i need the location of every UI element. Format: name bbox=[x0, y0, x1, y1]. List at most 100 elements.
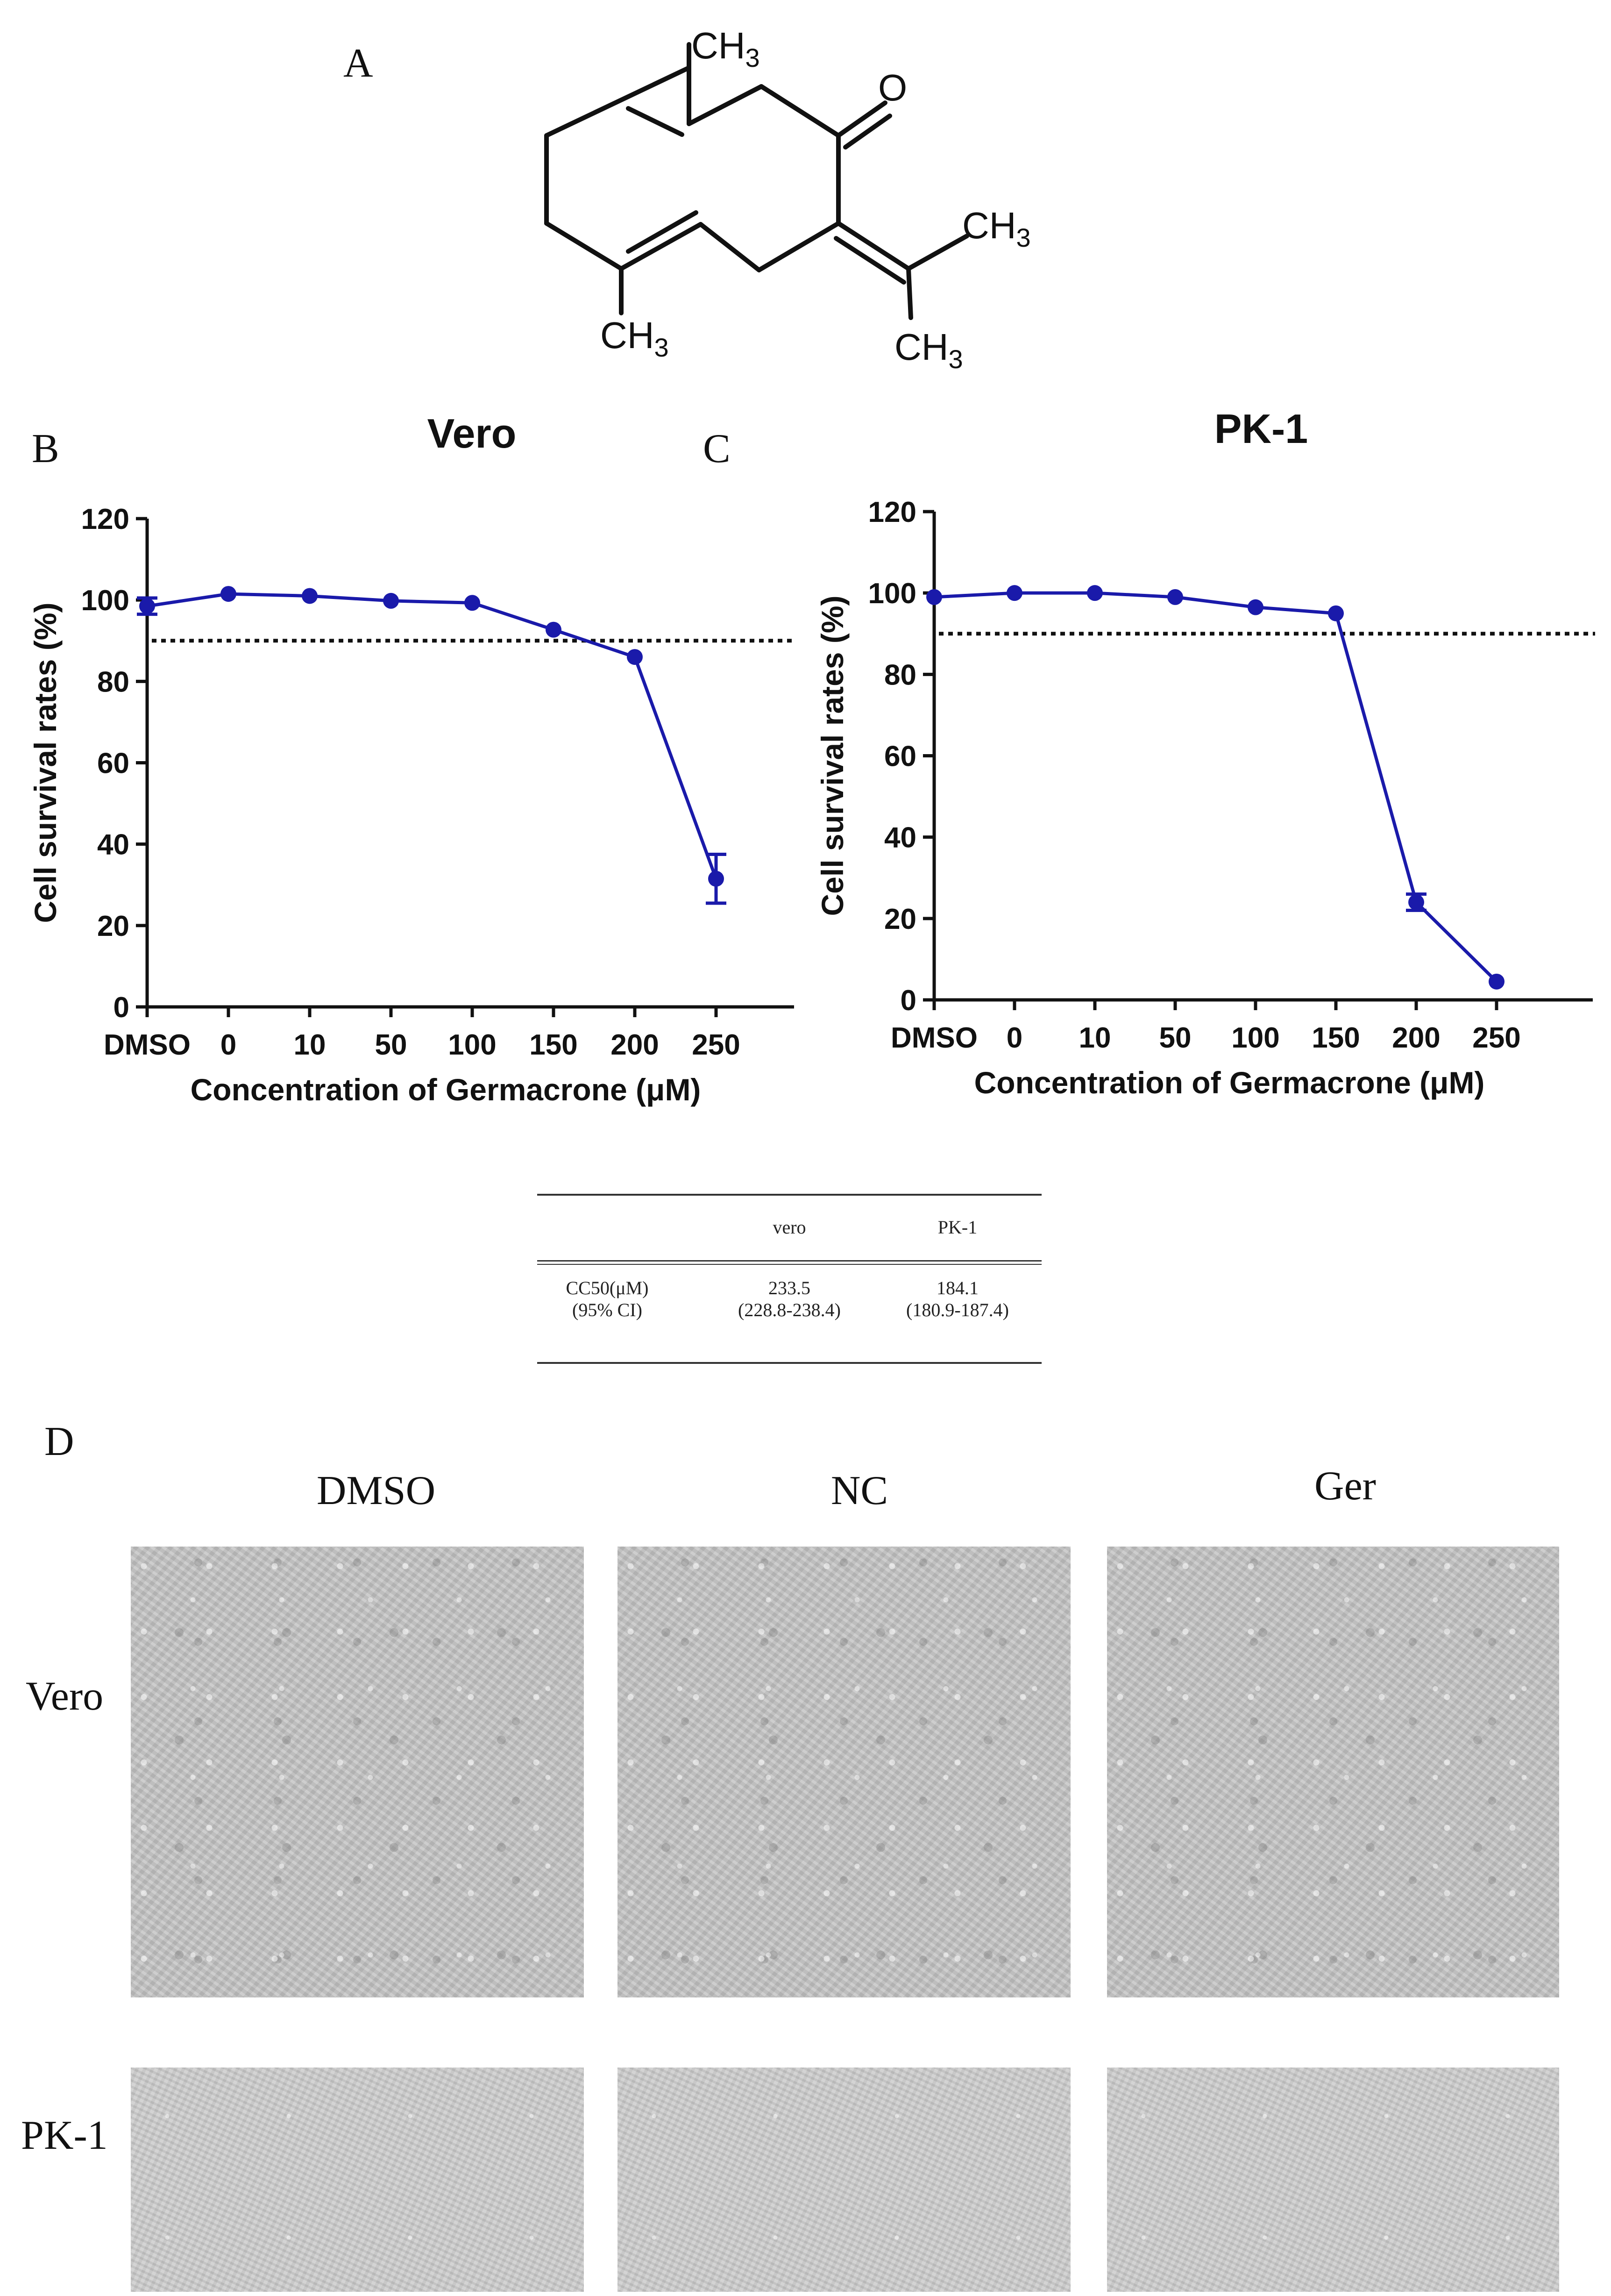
micrograph-pk1-dmso bbox=[131, 2068, 584, 2292]
vero-y-tick-label: 0 bbox=[114, 991, 129, 1024]
micrograph-pk1-nc bbox=[617, 2068, 1071, 2292]
panel-label-a: A bbox=[343, 41, 373, 86]
table-row-label-line1: CC50(μM) bbox=[566, 1277, 649, 1298]
vero-x-tick-label: 150 bbox=[529, 1029, 577, 1061]
pk1-x-tick-label: DMSO bbox=[891, 1022, 978, 1054]
pk1-y-tick-label: 60 bbox=[884, 741, 916, 773]
ring-bond-4 bbox=[619, 222, 703, 271]
oxygen-label: O bbox=[878, 67, 907, 108]
table-vero-value: 233.5 bbox=[768, 1277, 810, 1298]
pk1-data-point bbox=[1408, 894, 1424, 910]
double-bond-lower bbox=[626, 210, 698, 254]
vero-y-tick-label: 120 bbox=[81, 503, 129, 535]
vero-x-tick-label: 50 bbox=[375, 1029, 407, 1061]
vero-x-tick-label: 10 bbox=[294, 1029, 326, 1061]
micrograph-vero-dmso bbox=[131, 1547, 584, 1997]
vero-series-line bbox=[147, 592, 718, 879]
vero-x-tick-label: DMSO bbox=[104, 1029, 191, 1061]
carbonyl-bond-2 bbox=[843, 114, 892, 150]
pk1-y-tick-label: 120 bbox=[868, 496, 916, 528]
double-bond-upper bbox=[626, 106, 684, 137]
pk1-data-point bbox=[1167, 589, 1183, 605]
table-header-vero: vero bbox=[773, 1217, 806, 1238]
pk1-x-tick-label: 10 bbox=[1079, 1022, 1111, 1054]
vero-data-point bbox=[708, 870, 724, 887]
table-cell-pk1: 184.1 (180.9-187.4) bbox=[883, 1277, 1032, 1321]
micrograph-vero-nc bbox=[617, 1547, 1071, 1997]
micro-col-title-ger: Ger bbox=[1314, 1463, 1376, 1509]
vero-data-point bbox=[546, 621, 561, 638]
ring-bond-9 bbox=[687, 84, 764, 126]
vero-y-tick-label: 100 bbox=[81, 585, 129, 617]
methyl-label-right-upper: CH3 bbox=[962, 205, 1031, 252]
micro-row-label-vero: Vero bbox=[26, 1674, 104, 1719]
germacrone-structure: CH3 O CH3 CH3 CH3 bbox=[544, 25, 1031, 374]
pk1-data-point bbox=[926, 589, 942, 605]
isopropylidene-bond bbox=[836, 221, 911, 271]
pk1-title: PK-1 bbox=[1214, 411, 1308, 452]
pk1-data-point bbox=[1007, 585, 1022, 601]
pk1-data-point bbox=[1489, 973, 1505, 990]
pk1-y-tick-label: 40 bbox=[884, 822, 916, 854]
vero-y-tick-label: 60 bbox=[97, 748, 129, 780]
pk1-y-tick-label: 0 bbox=[901, 984, 916, 1017]
methyl-bond-lower-right bbox=[906, 266, 913, 320]
chart-vero: Vero 0 20 40 60 80 100 120 DMSO 0 10 50 100 150 200 250… bbox=[28, 411, 796, 1107]
pk1-y-tick-label: 80 bbox=[884, 659, 916, 691]
pk1-y-tick-label: 100 bbox=[868, 578, 916, 610]
vero-x-tick-label: 250 bbox=[692, 1029, 740, 1061]
panel-label-b: B bbox=[32, 426, 59, 471]
table-header-pk1: PK-1 bbox=[937, 1217, 978, 1238]
pk1-x-tick-label: 200 bbox=[1392, 1022, 1440, 1054]
methyl-label-top: CH3 bbox=[691, 25, 760, 72]
pk1-x-tick-label: 50 bbox=[1159, 1022, 1192, 1054]
vero-x-tick-label: 100 bbox=[448, 1029, 496, 1061]
isopropylidene-bond-2 bbox=[834, 236, 906, 285]
pk1-data-point bbox=[1328, 605, 1344, 621]
pk1-y-axis-label: Cell survival rates (%) bbox=[815, 596, 850, 916]
vero-x-tick-label: 200 bbox=[610, 1029, 659, 1061]
table-mid-rule-2 bbox=[537, 1264, 1042, 1265]
pk1-y-tick-label: 20 bbox=[884, 903, 916, 935]
vero-y-tick-label: 80 bbox=[97, 666, 129, 698]
micro-col-title-dmso: DMSO bbox=[316, 1468, 436, 1513]
vero-data-point bbox=[627, 649, 643, 665]
vero-y-tick-label: 20 bbox=[97, 910, 129, 942]
ring-bond-3 bbox=[544, 221, 624, 271]
vero-data-point bbox=[464, 595, 480, 611]
vero-y-tick-label: 40 bbox=[97, 829, 129, 861]
panel-label-d: D bbox=[44, 1419, 74, 1464]
table-pk1-ci: (180.9-187.4) bbox=[906, 1299, 1009, 1320]
cc50-table: vero PK-1 CC50(μM) (95% CI) 233.5 (228.8… bbox=[537, 1194, 1042, 1371]
panel-label-c: C bbox=[703, 426, 731, 471]
pk1-x-tick-label: 100 bbox=[1231, 1022, 1279, 1054]
pk1-data-point bbox=[1248, 599, 1263, 615]
chart-pk1: PK-1 0 20 40 60 80 100 120 DMSO 0 10 50 100 150 200 250… bbox=[815, 411, 1595, 1100]
table-pk1-value: 184.1 bbox=[937, 1277, 979, 1298]
carbonyl-bond bbox=[836, 100, 887, 138]
methyl-label-right-lower: CH3 bbox=[894, 326, 963, 374]
pk1-x-tick-label: 250 bbox=[1472, 1022, 1520, 1054]
ring-bond-8 bbox=[759, 84, 841, 138]
micrograph-vero-ger bbox=[1107, 1547, 1559, 1997]
table-vero-ci: (228.8-238.4) bbox=[738, 1299, 841, 1320]
vero-data-point bbox=[302, 588, 318, 604]
ring-bond-6 bbox=[757, 221, 841, 272]
table-bottom-rule bbox=[537, 1362, 1042, 1364]
table-cell-vero: 233.5 (228.8-238.4) bbox=[715, 1277, 864, 1321]
micrograph-pk1-ger bbox=[1107, 2068, 1559, 2292]
table-mid-rule bbox=[537, 1260, 1042, 1262]
pk1-series-line bbox=[934, 591, 1498, 983]
pk1-x-tick-label: 150 bbox=[1312, 1022, 1360, 1054]
table-row-label: CC50(μM) (95% CI) bbox=[537, 1277, 677, 1321]
table-top-rule bbox=[537, 1194, 1042, 1196]
vero-x-tick-label: 0 bbox=[220, 1029, 236, 1061]
methyl-label-bottom: CH3 bbox=[600, 314, 669, 362]
vero-data-point bbox=[383, 592, 399, 609]
vero-data-point bbox=[220, 586, 236, 602]
micro-row-label-pk1: PK-1 bbox=[21, 2113, 108, 2158]
pk1-data-point bbox=[1087, 585, 1103, 601]
micro-col-title-nc: NC bbox=[830, 1468, 888, 1513]
vero-data-point bbox=[139, 598, 155, 614]
vero-y-axis-label: Cell survival rates (%) bbox=[28, 603, 63, 923]
